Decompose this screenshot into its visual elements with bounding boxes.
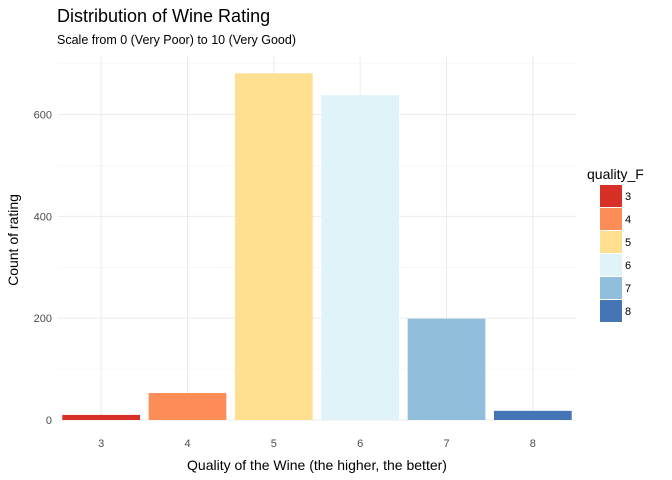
x-tick-label: 6 xyxy=(357,438,363,450)
legend-label-3: 3 xyxy=(625,191,631,203)
legend-label-4: 4 xyxy=(625,214,631,226)
x-tick-label: 7 xyxy=(443,438,449,450)
x-axis-ticks: 3 4 5 6 7 8 xyxy=(98,438,536,450)
legend-label-7: 7 xyxy=(625,283,631,295)
legend-key-8 xyxy=(600,300,622,322)
y-tick-label: 600 xyxy=(34,110,52,122)
bar-8 xyxy=(493,410,572,420)
chart-subtitle: Scale from 0 (Very Poor) to 10 (Very Goo… xyxy=(57,33,296,47)
legend-items: 3 4 5 6 7 8 xyxy=(600,185,631,322)
legend-key-6 xyxy=(600,254,622,276)
legend: quality_F 3 4 5 6 7 8 xyxy=(587,166,644,322)
legend-label-6: 6 xyxy=(625,260,631,272)
bars xyxy=(62,73,572,421)
bar-4 xyxy=(148,393,227,420)
y-axis-ticks: 0 200 400 600 xyxy=(34,110,52,427)
x-tick-label: 3 xyxy=(98,438,104,450)
x-axis-title: Quality of the Wine (the higher, the bet… xyxy=(187,457,447,473)
x-tick-label: 8 xyxy=(530,438,536,450)
legend-key-4 xyxy=(600,208,622,230)
bar-3 xyxy=(62,414,141,420)
legend-key-5 xyxy=(600,231,622,253)
legend-key-3 xyxy=(600,185,622,207)
y-tick-label: 200 xyxy=(34,313,52,325)
gridlines xyxy=(58,56,576,421)
chart-title: Distribution of Wine Rating xyxy=(57,6,270,26)
y-axis-title: Count of rating xyxy=(5,194,21,286)
legend-key-7 xyxy=(600,277,622,299)
x-tick-label: 4 xyxy=(184,438,190,450)
y-tick-label: 0 xyxy=(46,415,52,427)
y-tick-label: 400 xyxy=(34,211,52,223)
bar-6 xyxy=(321,95,400,420)
x-tick-label: 5 xyxy=(271,438,277,450)
bar-7 xyxy=(407,318,486,420)
legend-label-8: 8 xyxy=(625,306,631,318)
bar-5 xyxy=(234,73,313,421)
legend-label-5: 5 xyxy=(625,237,631,249)
legend-title: quality_F xyxy=(587,166,644,182)
